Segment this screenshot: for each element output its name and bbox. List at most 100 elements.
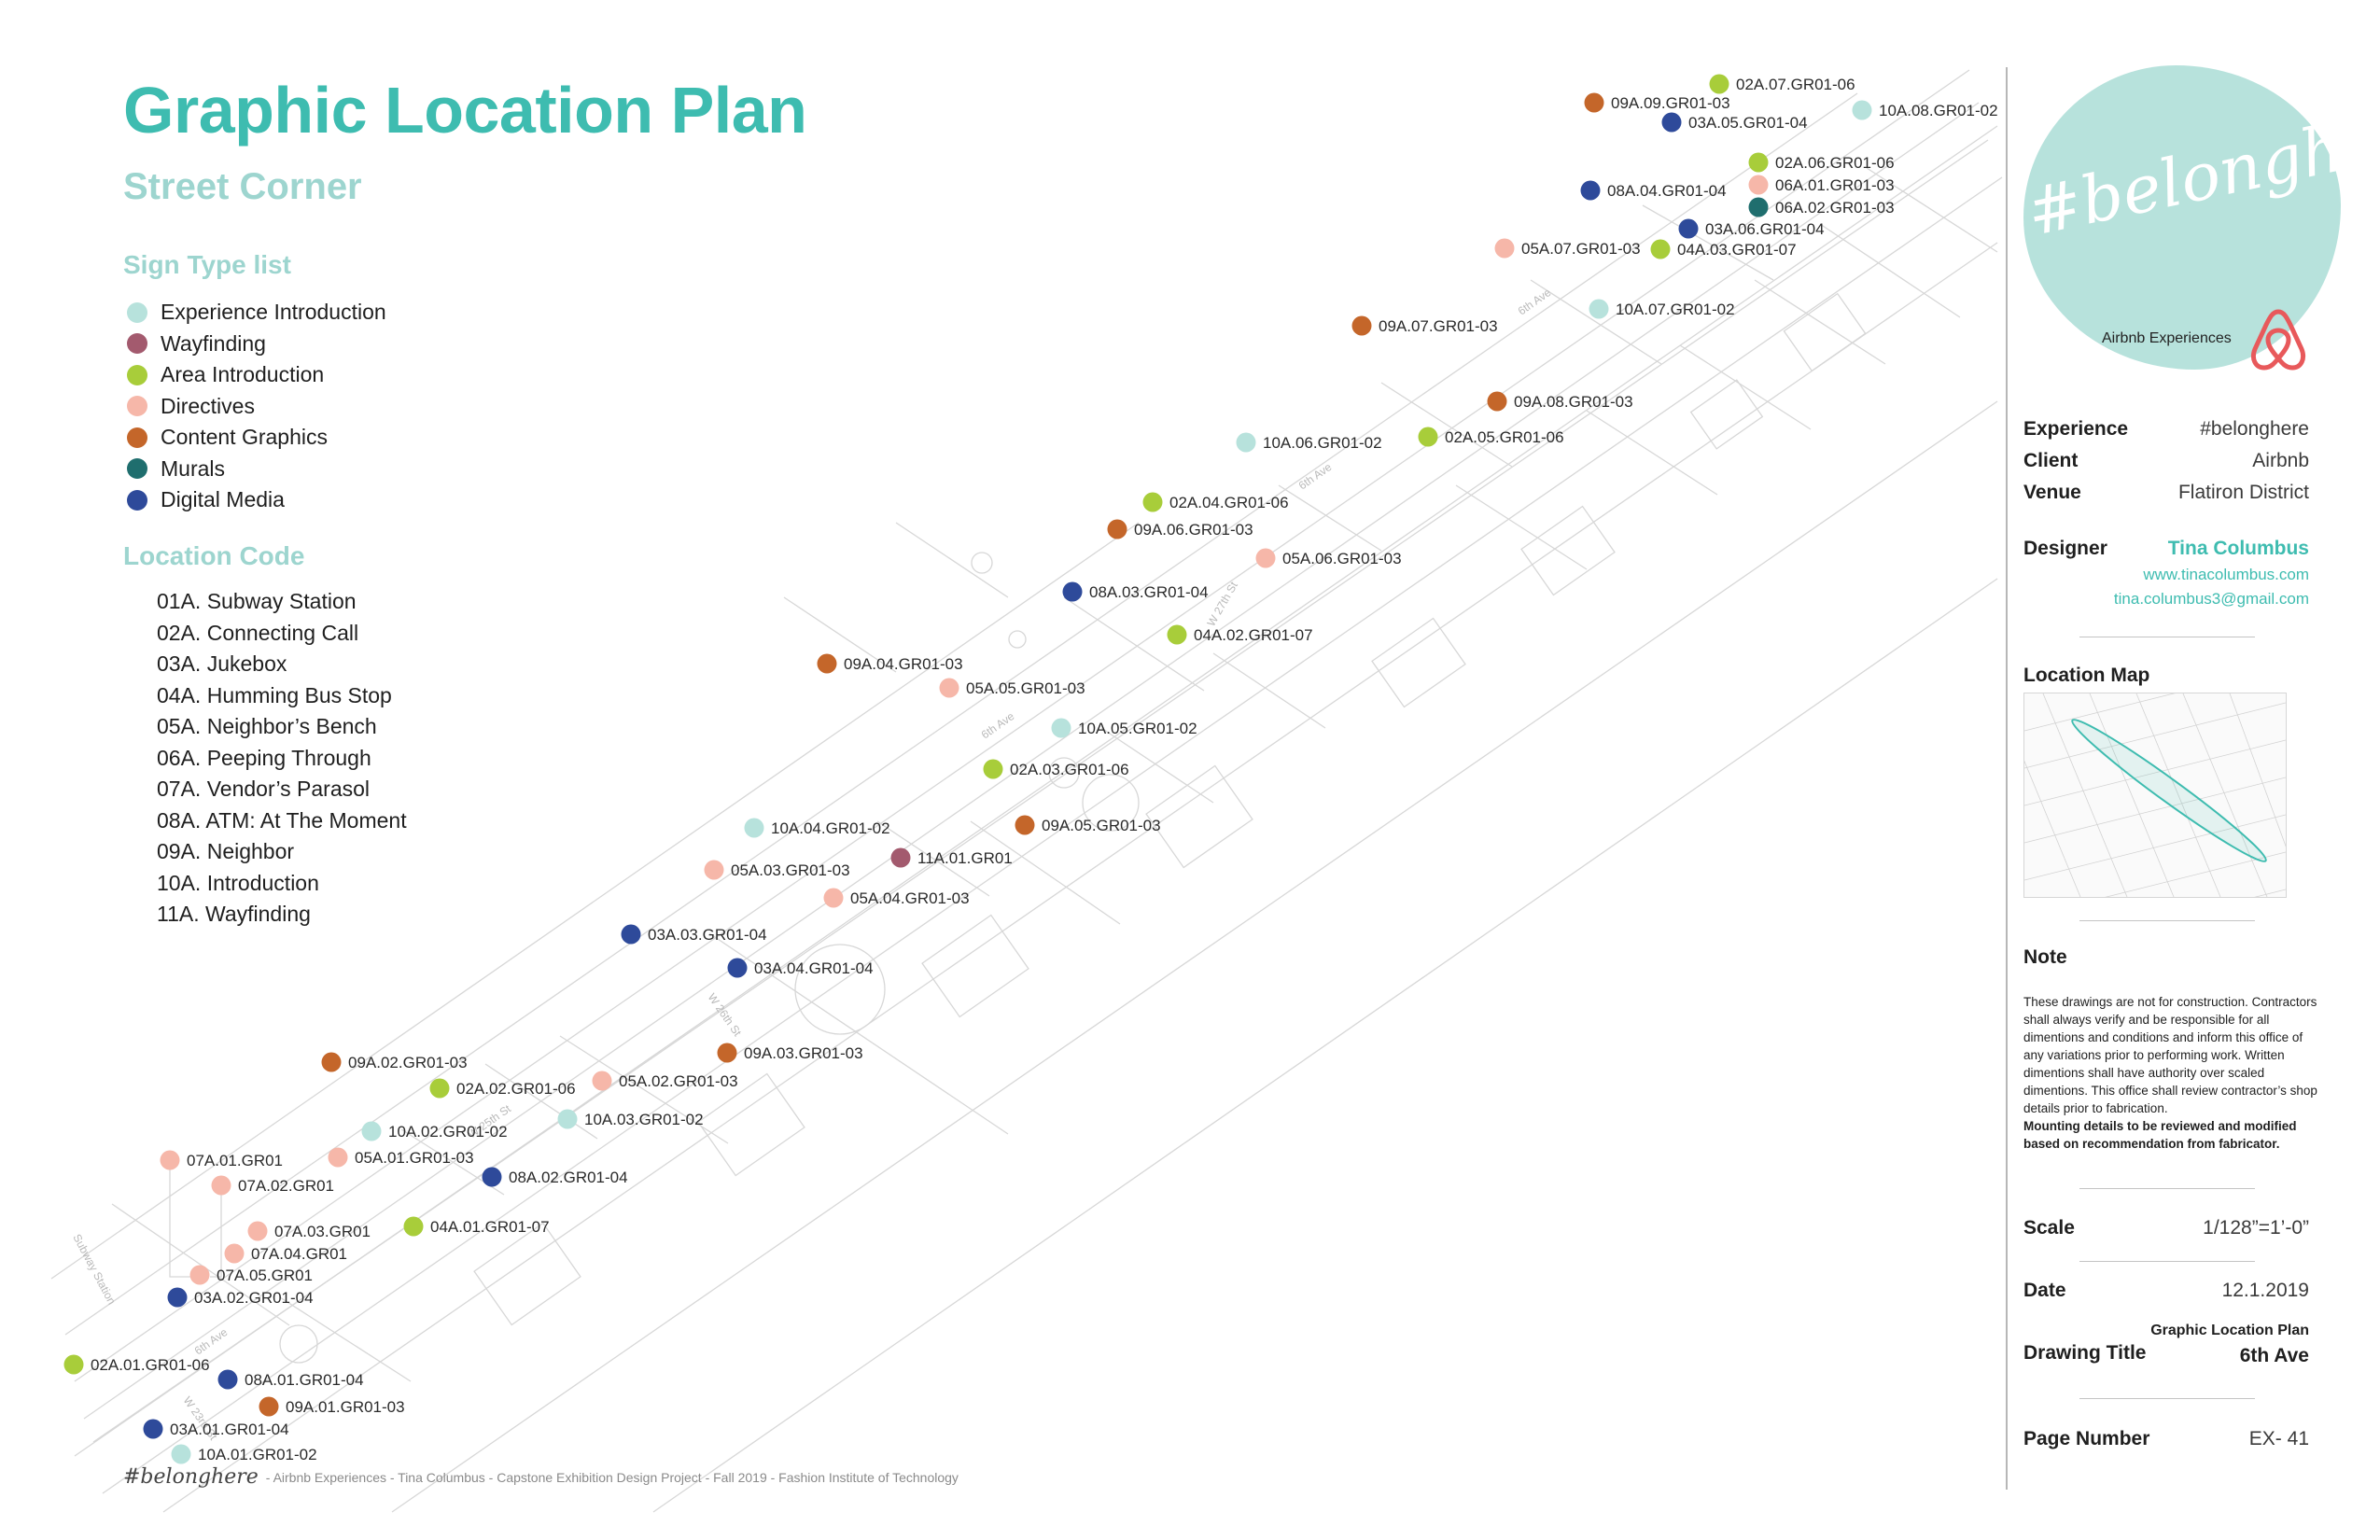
note-label: Note	[2023, 946, 2067, 968]
venue-label: Venue	[2023, 482, 2081, 503]
designer-row: Designer Tina Columbus	[2023, 538, 2309, 560]
marker-dot-icon	[1709, 74, 1729, 94]
sign-marker: 02A.06.GR01-06	[1748, 152, 1895, 173]
legend-item-murals: Murals	[127, 454, 386, 485]
marker-label: 08A.04.GR01-04	[1607, 182, 1727, 200]
scale-value: 1/128”=1’-0”	[2203, 1217, 2309, 1239]
sign-marker: 10A.08.GR01-02	[1852, 100, 1998, 120]
legend-label: Directives	[161, 393, 255, 418]
client-label: Client	[2023, 450, 2079, 471]
marker-label: 09A.09.GR01-03	[1611, 94, 1730, 112]
street-label: 6th Ave	[1296, 460, 1335, 492]
location-code-item: 07A. Vendor’s Parasol	[157, 777, 371, 801]
sign-marker: 03A.01.GR01-04	[143, 1419, 289, 1439]
location-code-item: 09A. Neighbor	[157, 839, 295, 863]
street-label: 6th Ave	[979, 709, 1017, 741]
legend-label: Murals	[161, 455, 226, 481]
designer-name: Tina Columbus	[2167, 538, 2309, 559]
marker-label: 08A.02.GR01-04	[509, 1169, 628, 1186]
location-code-list: 01A. Subway Station 02A. Connecting Call…	[157, 586, 407, 931]
legend-dot-icon	[127, 301, 147, 323]
legend-dot-icon	[127, 427, 147, 448]
marker-label: 02A.04.GR01-06	[1169, 494, 1289, 511]
marker-dot-icon	[939, 678, 959, 698]
marker-dot-icon	[717, 1043, 737, 1063]
location-code-item: 06A. Peeping Through	[157, 745, 371, 770]
marker-label: 10A.05.GR01-02	[1078, 720, 1197, 737]
marker-dot-icon	[160, 1150, 180, 1170]
legend-label: Wayfinding	[161, 330, 266, 356]
sign-marker: 09A.07.GR01-03	[1351, 315, 1498, 336]
legend-label: Experience Introduction	[161, 300, 386, 325]
marker-dot-icon	[1015, 815, 1035, 835]
marker-label: 05A.06.GR01-03	[1282, 550, 1402, 567]
marker-dot-icon	[1062, 581, 1083, 602]
location-minimap	[1995, 665, 2305, 956]
sign-marker: 10A.04.GR01-02	[744, 818, 890, 838]
badge-wordmark: #belonghere	[2020, 87, 2380, 251]
marker-dot-icon	[211, 1175, 231, 1196]
drawing-title-line1: Graphic Location Plan	[2150, 1323, 2309, 1338]
marker-label: 06A.02.GR01-03	[1775, 199, 1895, 217]
marker-dot-icon	[1236, 432, 1256, 453]
legend-label: Area Introduction	[161, 362, 325, 387]
marker-label: 09A.06.GR01-03	[1134, 521, 1253, 539]
sign-marker: 07A.01.GR01	[160, 1150, 283, 1170]
sign-marker: 06A.02.GR01-03	[1748, 197, 1895, 217]
street-label: Subway Station	[70, 1232, 119, 1307]
legend-dot-icon	[127, 396, 147, 417]
sign-marker: 08A.04.GR01-04	[1580, 180, 1727, 201]
sign-marker: 04A.03.GR01-07	[1650, 239, 1797, 259]
designer-website-link[interactable]: www.tinacolumbus.com	[2143, 566, 2309, 583]
location-code-item: 02A. Connecting Call	[157, 620, 359, 645]
sign-marker: 07A.04.GR01	[224, 1243, 347, 1264]
marker-dot-icon	[143, 1419, 163, 1439]
sign-marker: 07A.05.GR01	[189, 1265, 313, 1285]
marker-label: 04A.02.GR01-07	[1194, 626, 1313, 644]
marker-label: 02A.07.GR01-06	[1736, 76, 1855, 93]
designer-label: Designer	[2023, 538, 2107, 559]
marker-label: 04A.01.GR01-07	[430, 1218, 550, 1236]
client-row: Client Airbnb	[2023, 450, 2309, 472]
footer-logo: #belonghere	[123, 1465, 259, 1489]
marker-dot-icon	[63, 1354, 84, 1375]
page-number-label: Page Number	[2023, 1428, 2150, 1449]
legend-item-directives: Directives	[127, 391, 386, 423]
marker-label: 07A.03.GR01	[274, 1223, 371, 1240]
marker-label: 09A.02.GR01-03	[348, 1054, 468, 1071]
sign-marker: 08A.02.GR01-04	[482, 1167, 628, 1187]
marker-dot-icon	[1167, 624, 1187, 645]
marker-dot-icon	[704, 860, 724, 880]
marker-dot-icon	[1748, 197, 1769, 217]
sign-marker: 05A.01.GR01-03	[328, 1147, 474, 1168]
venue-value: Flatiron District	[2177, 482, 2309, 503]
sign-marker: 03A.03.GR01-04	[621, 924, 767, 945]
marker-dot-icon	[983, 759, 1003, 779]
designer-email-link[interactable]: tina.columbus3@gmail.com	[2113, 590, 2309, 608]
marker-label: 04A.03.GR01-07	[1677, 241, 1797, 259]
note-body: These drawings are not for construction.…	[2023, 995, 2317, 1115]
footer-credits: - Airbnb Experiences - Tina Columbus - C…	[265, 1469, 959, 1485]
sign-marker: 08A.01.GR01-04	[217, 1369, 364, 1390]
sign-marker: 02A.02.GR01-06	[429, 1078, 576, 1099]
location-code-heading: Location Code	[123, 541, 305, 570]
scale-row: Scale 1/128”=1’-0”	[2023, 1217, 2309, 1239]
legend-label: Content Graphics	[161, 425, 328, 450]
sign-marker: 05A.05.GR01-03	[939, 678, 1085, 698]
sign-marker: 09A.01.GR01-03	[259, 1396, 405, 1417]
sidebar-divider	[2006, 67, 2008, 1490]
sign-marker: 02A.01.GR01-06	[63, 1354, 210, 1375]
marker-dot-icon	[1051, 718, 1071, 738]
sign-marker: 03A.06.GR01-04	[1678, 218, 1825, 239]
date-value: 12.1.2019	[2221, 1280, 2309, 1301]
marker-label: 03A.05.GR01-04	[1688, 114, 1808, 132]
client-value: Airbnb	[2252, 450, 2309, 471]
sign-marker: 02A.07.GR01-06	[1709, 74, 1855, 94]
marker-dot-icon	[621, 924, 641, 945]
marker-label: 09A.01.GR01-03	[286, 1398, 405, 1416]
marker-dot-icon	[217, 1369, 238, 1390]
marker-label: 03A.02.GR01-04	[194, 1289, 314, 1307]
legend-item-digital-media: Digital Media	[127, 484, 386, 516]
experience-row: Experience #belonghere	[2023, 418, 2309, 441]
sign-marker: 05A.07.GR01-03	[1494, 238, 1641, 259]
